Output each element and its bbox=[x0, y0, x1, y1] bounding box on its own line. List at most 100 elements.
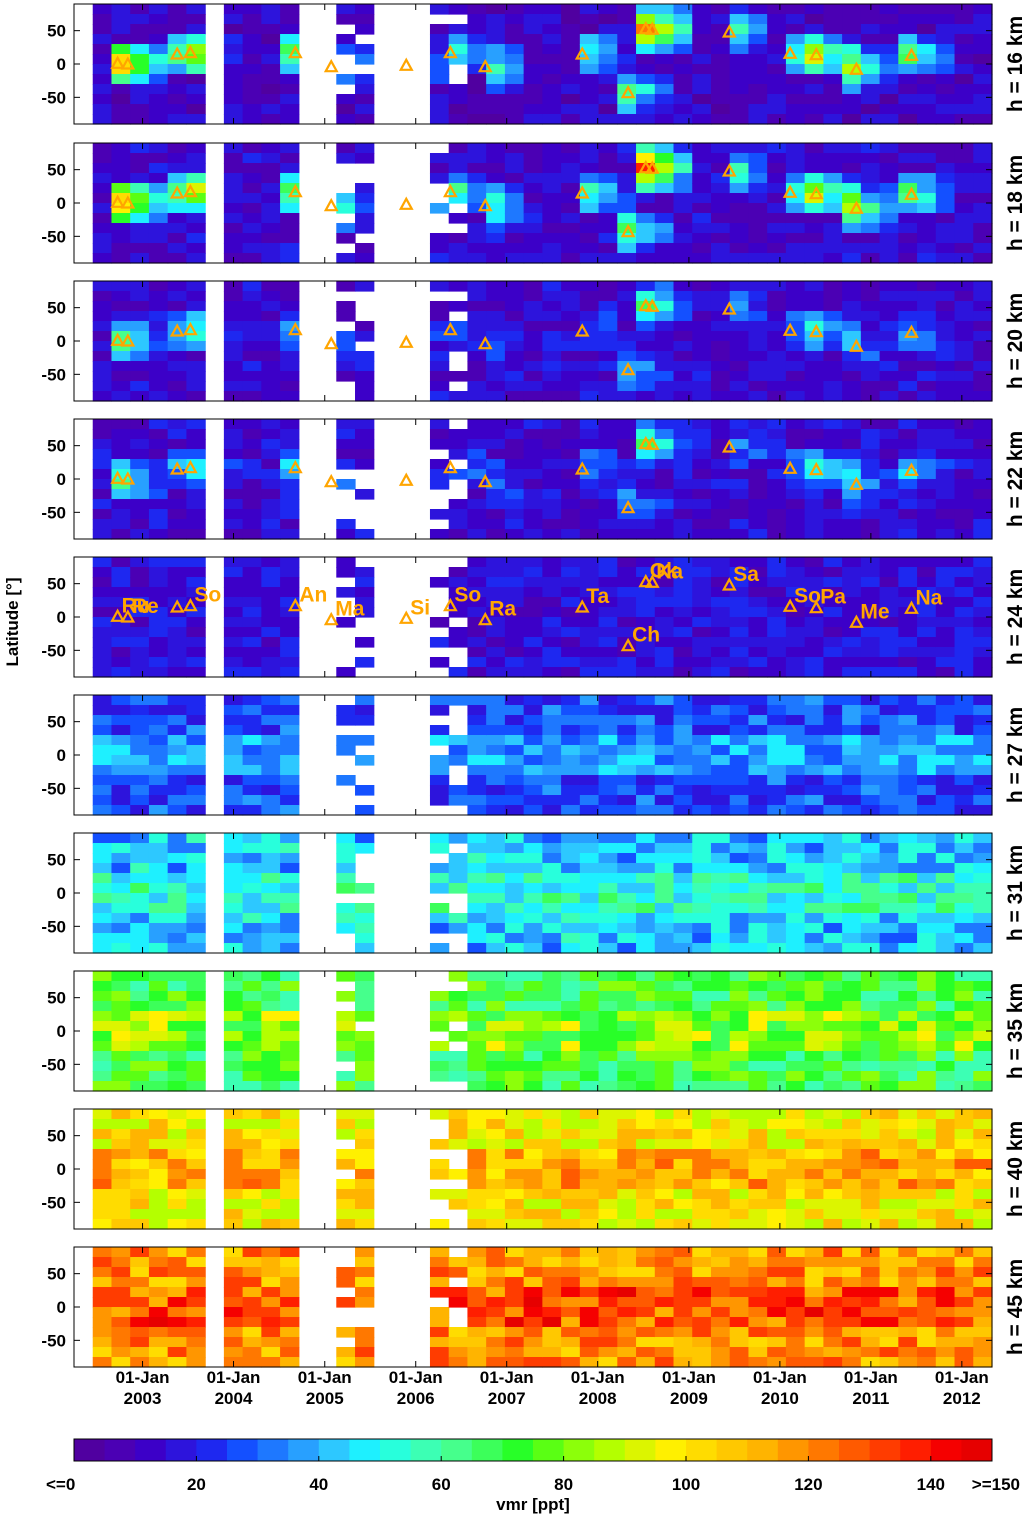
heatmap-cell bbox=[242, 1159, 262, 1170]
heatmap-cell bbox=[710, 923, 731, 934]
heatmap-cell bbox=[710, 74, 731, 85]
heatmap-cell bbox=[804, 173, 824, 184]
heatmap-cell bbox=[242, 1061, 262, 1072]
heatmap-cell bbox=[898, 1081, 918, 1092]
heatmap-cell bbox=[767, 637, 787, 648]
heatmap-cell bbox=[785, 311, 806, 322]
heatmap-cell bbox=[167, 1011, 187, 1022]
heatmap-cell bbox=[917, 1001, 937, 1012]
heatmap-cell bbox=[785, 1199, 806, 1210]
heatmap-cell bbox=[654, 695, 675, 706]
heatmap-cell bbox=[186, 371, 206, 382]
heatmap-cell bbox=[617, 597, 637, 608]
heatmap-cell bbox=[598, 479, 618, 490]
heatmap-cell bbox=[429, 695, 450, 706]
heatmap-cell bbox=[429, 469, 450, 480]
heatmap-cell bbox=[804, 4, 824, 15]
heatmap-cell bbox=[954, 923, 974, 934]
heatmap-cell bbox=[917, 873, 937, 884]
heatmap-cell bbox=[673, 913, 693, 924]
heatmap-cell bbox=[954, 4, 974, 15]
heatmap-cell bbox=[804, 371, 824, 382]
heatmap-cell bbox=[261, 1277, 281, 1288]
heatmap-cell bbox=[92, 1179, 113, 1190]
heatmap-cell bbox=[261, 223, 281, 234]
heatmap-cell bbox=[636, 695, 656, 706]
heatmap-cell bbox=[542, 1159, 562, 1170]
heatmap-cell bbox=[898, 429, 918, 440]
heatmap-cell bbox=[167, 233, 187, 244]
heatmap-cell bbox=[111, 667, 131, 678]
heatmap-cell bbox=[429, 203, 450, 214]
heatmap-cell bbox=[130, 913, 150, 924]
heatmap-cell bbox=[767, 863, 787, 874]
heatmap-cell bbox=[223, 163, 244, 174]
panel-label: h = 18 km bbox=[1004, 155, 1024, 251]
heatmap-cell bbox=[898, 893, 918, 904]
heatmap-cell bbox=[504, 291, 525, 302]
heatmap-cell bbox=[579, 439, 600, 450]
heatmap-cell bbox=[842, 479, 862, 490]
heatmap-cell bbox=[467, 449, 487, 460]
heatmap-cell bbox=[785, 805, 806, 816]
heatmap-cell bbox=[879, 84, 899, 95]
heatmap-cell bbox=[467, 429, 487, 440]
heatmap-cell bbox=[804, 449, 824, 460]
heatmap-cell bbox=[561, 54, 581, 65]
heatmap-cell bbox=[748, 1159, 768, 1170]
heatmap-cell bbox=[111, 1337, 131, 1348]
heatmap-cell bbox=[654, 64, 675, 75]
heatmap-cell bbox=[710, 765, 731, 776]
heatmap-cell bbox=[186, 489, 206, 500]
heatmap-cell bbox=[636, 1071, 656, 1082]
heatmap-cell bbox=[167, 1357, 187, 1368]
heatmap-cell bbox=[561, 1149, 581, 1160]
heatmap-cell bbox=[223, 1277, 244, 1288]
heatmap-cell bbox=[242, 873, 262, 884]
heatmap-cell bbox=[767, 371, 787, 382]
heatmap-cell bbox=[486, 341, 506, 352]
heatmap-cell bbox=[842, 913, 862, 924]
heatmap-cell bbox=[842, 1109, 862, 1120]
heatmap-cell bbox=[917, 24, 937, 35]
heatmap-cell bbox=[579, 1021, 600, 1032]
heatmap-cell bbox=[917, 4, 937, 15]
heatmap-cell bbox=[973, 74, 993, 85]
heatmap-cell bbox=[429, 301, 450, 312]
heatmap-cell bbox=[598, 1081, 618, 1092]
heatmap-cell bbox=[636, 1169, 656, 1180]
heatmap-cell bbox=[710, 361, 731, 372]
heatmap-cell bbox=[842, 429, 862, 440]
heatmap-cell bbox=[636, 439, 656, 450]
heatmap-cell bbox=[523, 863, 543, 874]
heatmap-cell bbox=[973, 1149, 993, 1160]
heatmap-cell bbox=[429, 637, 450, 648]
heatmap-cell bbox=[729, 281, 750, 292]
heatmap-cell bbox=[148, 499, 169, 510]
heatmap-cell bbox=[223, 479, 244, 490]
heatmap-cell bbox=[167, 479, 187, 490]
heatmap-cell bbox=[186, 163, 206, 174]
heatmap-cell bbox=[242, 567, 262, 578]
heatmap-cell bbox=[92, 943, 113, 954]
heatmap-cell bbox=[186, 183, 206, 194]
volcano-markers bbox=[110, 20, 919, 99]
heatmap-cell bbox=[954, 519, 974, 530]
heatmap-cell bbox=[767, 765, 787, 776]
heatmap-cell bbox=[167, 163, 187, 174]
heatmap-cell bbox=[673, 371, 693, 382]
heatmap-cell bbox=[598, 1129, 618, 1140]
heatmap-cell bbox=[898, 529, 918, 540]
heatmap-cell bbox=[710, 419, 731, 430]
heatmap-cell bbox=[92, 173, 113, 184]
heatmap-cell bbox=[542, 183, 562, 194]
heatmap-cell bbox=[167, 213, 187, 224]
heatmap-cell bbox=[223, 469, 244, 480]
heatmap-cell bbox=[280, 1071, 300, 1082]
heatmap-cell bbox=[523, 1129, 543, 1140]
volcano-marker bbox=[443, 183, 458, 198]
volcano-label: So bbox=[454, 584, 481, 607]
heatmap-cell bbox=[261, 805, 281, 816]
heatmap-cell bbox=[280, 193, 300, 204]
heatmap-cell bbox=[804, 391, 824, 402]
